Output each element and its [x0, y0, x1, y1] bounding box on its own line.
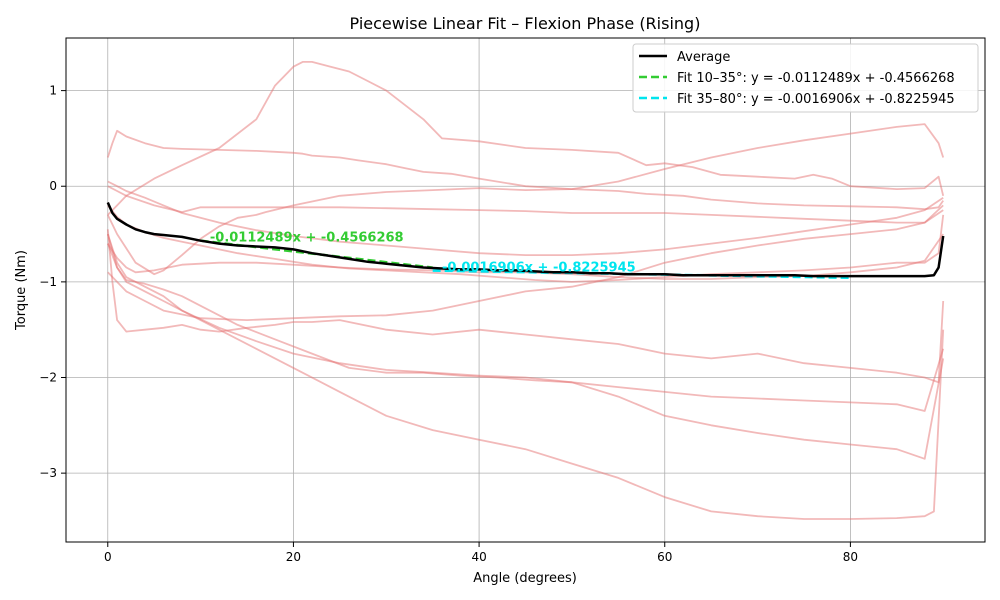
legend-box: [632, 43, 979, 113]
fit-annotation-2: -0.0016906x + -0.8225945: [442, 260, 636, 275]
trial-line-1: [106, 129, 944, 211]
trial-line-10: [106, 233, 945, 520]
x-tick-label: 0: [104, 550, 112, 564]
trial-line-2: [107, 180, 944, 256]
y-axis: −3 −2 −1 0 1: [39, 84, 66, 480]
y-tick-label: 1: [49, 84, 57, 98]
trial-line-5: [107, 185, 944, 224]
average-line-group: [106, 201, 945, 278]
trial-lines: [106, 61, 945, 520]
x-axis: 0 20 40 60 80: [104, 542, 858, 564]
x-tick-label: 60: [657, 550, 672, 564]
legend: Average Fit 10–35°: y = -0.0112489x + -0…: [632, 43, 979, 113]
average-line: [106, 201, 945, 278]
y-axis-label: Torque (Nm): [14, 250, 29, 331]
x-tick-label: 20: [286, 550, 301, 564]
x-axis-label: Angle (degrees): [473, 571, 577, 586]
trial-line-4: [106, 123, 945, 276]
fit-annotation-1: -0.0112489x + -0.4566268: [210, 231, 404, 246]
trial-line-9: [106, 229, 945, 384]
plot-frame: [65, 37, 986, 543]
trial-line-11: [106, 233, 945, 460]
legend-average-label: Average: [677, 50, 730, 65]
legend-fit1-label: Fit 10–35°: y = -0.0112489x + -0.4566268: [677, 71, 955, 86]
chart-title: Piecewise Linear Fit – Flexion Phase (Ri…: [350, 14, 701, 33]
y-tick-label: −1: [39, 275, 57, 289]
legend-fit2-label: Fit 35–80°: y = -0.0016906x + -0.8225945: [677, 92, 955, 107]
x-tick-label: 40: [471, 550, 486, 564]
plot-area: -0.0112489x + -0.4566268 -0.0016906x + -0…: [66, 38, 985, 542]
y-tick-label: 0: [49, 179, 57, 193]
fit-annotations: -0.0112489x + -0.4566268 -0.0016906x + -0…: [210, 231, 636, 276]
x-tick-label: 80: [843, 550, 858, 564]
trial-line-3: [107, 61, 945, 216]
y-tick-label: −2: [39, 371, 57, 385]
trial-line-7: [107, 204, 944, 321]
y-tick-label: −3: [39, 466, 57, 480]
trial-line-6: [107, 204, 945, 283]
